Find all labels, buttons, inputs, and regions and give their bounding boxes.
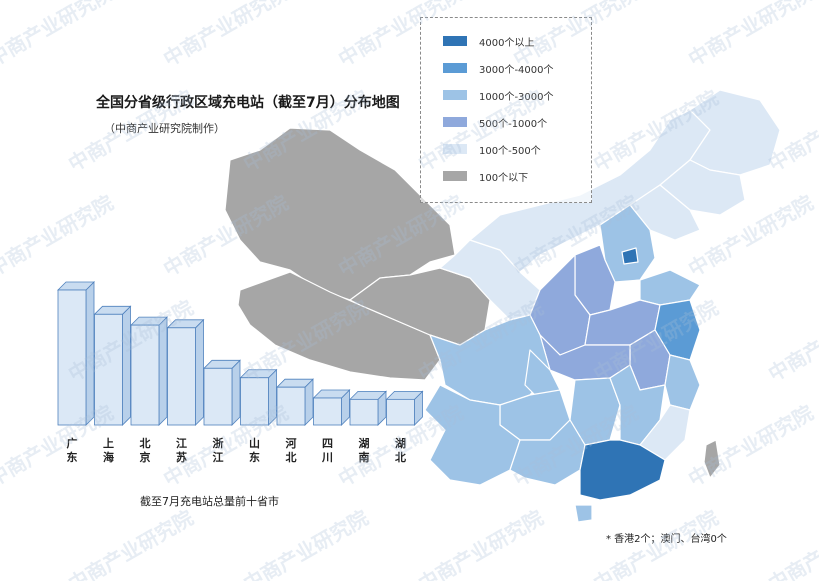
bar-front — [94, 313, 123, 426]
bar-front — [203, 367, 233, 426]
bar-4 — [203, 359, 241, 426]
legend-swatch — [443, 90, 467, 100]
bar-label-3: 江苏 — [176, 437, 187, 464]
legend-item-4000-plus: 4000个以上 — [443, 34, 535, 49]
bar-label-5: 山东 — [249, 437, 260, 464]
province-yunnan — [424, 384, 521, 486]
bar-front — [313, 397, 342, 426]
bar-7 — [312, 389, 351, 426]
bar-front — [349, 398, 379, 426]
bar-side — [268, 368, 277, 426]
legend-swatch — [443, 63, 467, 73]
legend-swatch — [443, 171, 467, 181]
province-guangdong — [579, 439, 666, 501]
bar-front — [167, 327, 196, 426]
bar-side — [195, 318, 204, 426]
bar-chart-title: 截至7月充电站总量前十省市 — [140, 495, 279, 508]
bar-side — [85, 281, 95, 426]
bar-front — [130, 324, 160, 426]
province-zhejiang — [664, 354, 701, 411]
legend-label: 100个-500个 — [479, 145, 541, 157]
bar-8 — [349, 390, 387, 426]
bar-label-8: 湖南 — [358, 437, 370, 464]
legend-label: 3000个-4000个 — [479, 64, 554, 76]
legend-label: 100个以下 — [479, 172, 529, 184]
bar-9 — [385, 390, 424, 426]
province-hainan — [574, 504, 593, 523]
top10-bar-chart — [57, 281, 424, 426]
legend-swatch — [443, 36, 467, 46]
bar-front — [386, 398, 415, 426]
bar-5 — [239, 368, 278, 426]
bar-side — [231, 359, 241, 426]
legend-swatch — [443, 144, 467, 154]
bar-label-9: 湖北 — [395, 437, 406, 464]
bar-front — [276, 386, 306, 426]
province-heilongjiang — [689, 89, 781, 176]
legend-label: 500个-1000个 — [479, 118, 548, 130]
bar-front — [240, 377, 269, 426]
bar-1 — [93, 305, 132, 426]
legend-swatch — [443, 117, 467, 127]
legend-item-100-500: 100个-500个 — [443, 142, 541, 157]
map-legend: 4000个以上 3000个-4000个 1000个-3000个 500个-100… — [420, 17, 592, 203]
province-taiwan — [703, 439, 721, 479]
province-xinjiang — [224, 127, 456, 301]
legend-label: 1000个-3000个 — [479, 91, 554, 103]
bar-front — [57, 289, 87, 426]
province-tibet — [237, 271, 441, 381]
legend-item-under-100: 100个以下 — [443, 169, 529, 184]
bar-6 — [276, 378, 314, 426]
bar-label-0: 广东 — [66, 437, 78, 464]
bar-label-6: 河北 — [285, 437, 297, 464]
legend-label: 4000个以上 — [479, 37, 535, 49]
province-beijing — [621, 247, 639, 265]
page-subtitle: （中商产业研究院制作） — [104, 122, 225, 135]
bar-2 — [130, 316, 168, 426]
province-jilin — [659, 159, 746, 216]
map-footnote: * 香港2个；澳门、台湾0个 — [606, 534, 727, 545]
page-title: 全国分省级行政区域充电站（截至7月）分布地图 — [96, 95, 400, 111]
bar-0 — [57, 281, 95, 426]
bar-side — [158, 316, 168, 426]
bar-label-2: 北京 — [139, 437, 151, 464]
legend-item-500-1000: 500个-1000个 — [443, 115, 548, 130]
province-hubei — [539, 334, 631, 381]
bar-label-1: 上海 — [103, 437, 114, 464]
province-shandong — [639, 269, 701, 306]
bar-side — [122, 305, 131, 426]
legend-item-3000-4000: 3000个-4000个 — [443, 61, 554, 76]
bar-label-4: 浙江 — [212, 437, 224, 464]
bar-label-7: 四川 — [322, 437, 333, 464]
bar-3 — [166, 318, 205, 426]
province-qinghai — [349, 267, 491, 346]
legend-item-1000-3000: 1000个-3000个 — [443, 88, 554, 103]
